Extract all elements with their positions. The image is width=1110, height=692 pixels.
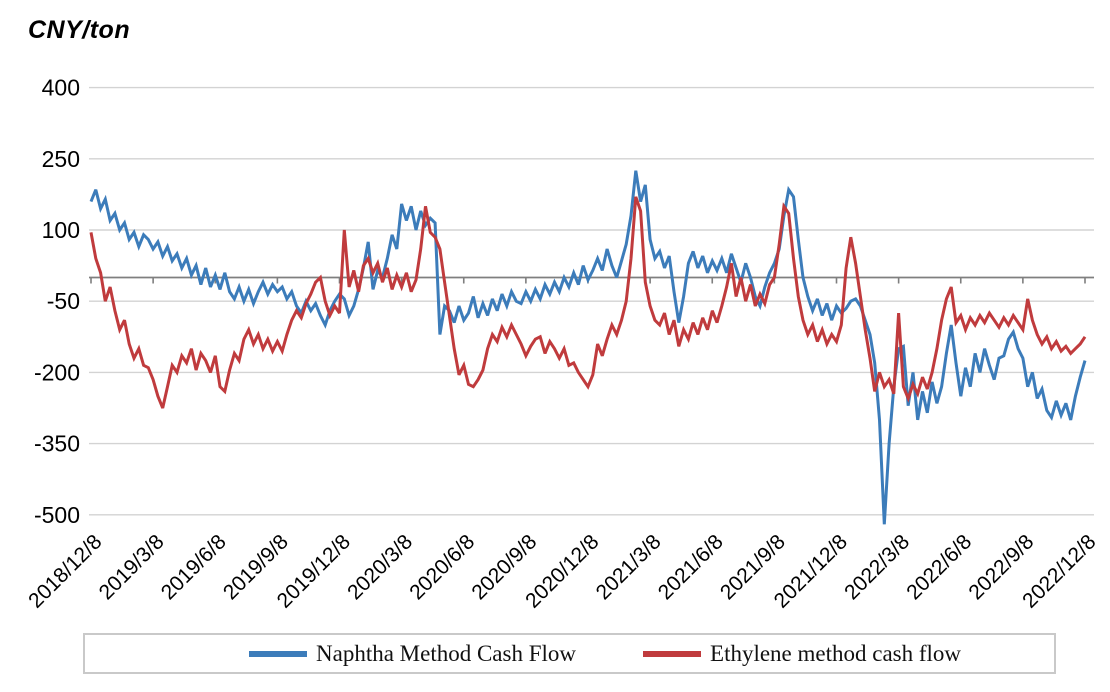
- x-tick-label: 2019/6/8: [157, 530, 231, 604]
- x-tick-label: 2022/3/8: [840, 530, 914, 604]
- x-tick-label: 2020/3/8: [343, 530, 417, 604]
- y-tick-label: -350: [34, 431, 80, 457]
- y-tick-label: -200: [34, 359, 80, 385]
- ethylene-method-cash-flow-line: [89, 196, 1087, 409]
- x-tick-label: 2020/6/8: [405, 530, 479, 604]
- ethylene-line-swatch: [643, 650, 702, 657]
- gridlines: [89, 86, 1094, 516]
- y-tick-label: 250: [42, 146, 80, 172]
- x-tick-label: 2021/3/8: [592, 530, 666, 604]
- x-tick-label: 2021/6/8: [654, 530, 728, 604]
- naphtha-method-cash-flow-line: [89, 170, 1087, 525]
- y-tick-label: 400: [42, 75, 80, 101]
- x-tick-label: 2019/3/8: [95, 530, 169, 604]
- legend: Naphtha Method Cash Flow Ethylene method…: [83, 633, 1056, 674]
- x-tick-label: 2022/6/8: [902, 530, 976, 604]
- y-tick-label: -50: [47, 288, 80, 314]
- x-axis-labels: 2018/12/82019/3/82019/6/82019/9/82019/12…: [24, 530, 1100, 612]
- y-axis-labels: 400 250 100 -50 -200 -350 -500: [34, 75, 80, 528]
- y-tick-label: 100: [42, 217, 80, 243]
- legend-label-ethylene: Ethylene method cash flow: [710, 640, 962, 666]
- axis-unit-title: CNY/ton: [28, 16, 131, 44]
- naphtha-line-swatch: [249, 650, 307, 657]
- zero-axis: [89, 276, 1094, 284]
- x-tick-label: 2018/12/8: [24, 530, 106, 612]
- legend-item-naphtha: Naphtha Method Cash Flow: [249, 641, 576, 667]
- y-tick-label: -500: [34, 502, 80, 528]
- legend-item-ethylene: Ethylene method cash flow: [643, 641, 961, 667]
- legend-label-naphtha: Naphtha Method Cash Flow: [316, 640, 577, 666]
